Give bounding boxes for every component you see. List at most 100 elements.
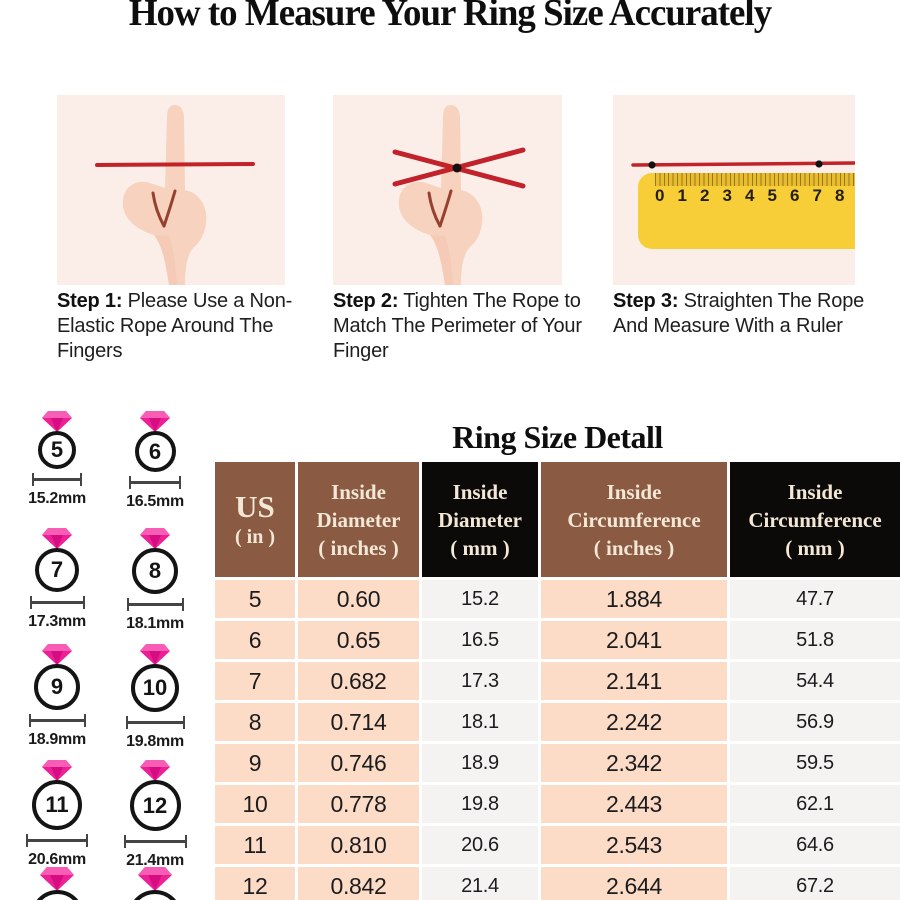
table-cell: 0.842 <box>298 867 419 900</box>
step2-text: Tighten The Rope to Match The Perimeter … <box>333 290 582 362</box>
hand-with-tightened-rope-icon <box>392 105 526 285</box>
ring-size-number: 12 <box>142 792 168 818</box>
table-cell: 21.4 <box>422 867 538 900</box>
ring-mm-label: 18.1mm <box>126 615 184 632</box>
step2-illustration-panel <box>333 95 562 285</box>
ring-figure: 5 15.2mm <box>7 410 107 508</box>
ring-figure-partial <box>105 866 205 900</box>
table-cell: 0.65 <box>298 621 419 659</box>
step1-label: Step 1: <box>57 290 123 312</box>
diamond-icon <box>42 644 72 665</box>
ruler-number: 7 <box>812 186 822 205</box>
table-cell: 6 <box>215 621 295 659</box>
ring-figure: 12 21.4mm <box>105 759 205 870</box>
column-header-inside-circumference-inches: Inside Circumference ( inches ) <box>541 462 727 577</box>
crossed-rope-icon <box>392 147 526 189</box>
ruler-number: 0 <box>655 186 665 205</box>
measure-bracket-icon <box>126 598 184 611</box>
ring-figure: 8 18.1mm <box>105 527 205 633</box>
table-cell: 20.6 <box>422 826 538 864</box>
table-cell: 5 <box>215 580 295 618</box>
ring-size-number: 9 <box>50 674 64 699</box>
ring-icon: 11 <box>32 780 82 830</box>
step1-text: Please Use a Non-Elastic Rope Around The… <box>57 290 293 362</box>
table-cell: 10 <box>215 785 295 823</box>
page-title: How to Measure Your Ring Size Accurately <box>128 0 772 34</box>
ring-mm-label: 16.5mm <box>126 493 184 510</box>
table-cell: 0.714 <box>298 703 419 741</box>
hand-pointing-icon <box>122 105 207 285</box>
table-cell: 11 <box>215 826 295 864</box>
table-cell: 0.810 <box>298 826 419 864</box>
ring-icon: 6 <box>134 431 176 472</box>
ring-size-number: 7 <box>50 557 64 582</box>
diamond-icon <box>140 644 170 665</box>
ring-figure: 6 16.5mm <box>105 410 205 511</box>
diamond-icon <box>42 528 72 549</box>
table-cell: 56.9 <box>730 703 900 741</box>
table-cell: 2.041 <box>541 621 727 659</box>
ruler-numbers: 0 1 2 3 4 5 6 7 8 9 <box>655 186 855 206</box>
rope-knot-dot-icon <box>452 163 462 173</box>
table-title: Ring Size Detall <box>452 419 663 455</box>
step3-caption: Step 3: Straighten The Rope And Measure … <box>613 289 881 339</box>
step3-illustration-panel: 0 1 2 3 4 5 6 7 8 9 <box>613 95 855 285</box>
table-cell: 2.543 <box>541 826 727 864</box>
table-cell: 7 <box>215 662 295 700</box>
diamond-icon <box>42 411 72 432</box>
table-cell: 2.644 <box>541 867 727 900</box>
ring-size-number: 11 <box>45 792 69 817</box>
ring-icon <box>128 890 182 900</box>
rope-line-icon <box>95 162 255 167</box>
table-cell: 59.5 <box>730 744 900 782</box>
table-cell: 2.342 <box>541 744 727 782</box>
ring-mm-label: 15.2mm <box>28 490 86 507</box>
ring-icon: 8 <box>132 548 178 594</box>
table-cell: 0.60 <box>298 580 419 618</box>
table-cell: 47.7 <box>730 580 900 618</box>
table-cell: 2.141 <box>541 662 727 700</box>
table-cell: 17.3 <box>422 662 538 700</box>
measure-bracket-icon <box>28 714 86 727</box>
table-cell: 8 <box>215 703 295 741</box>
ruler-number: 6 <box>790 186 800 205</box>
step1-illustration-panel <box>57 95 285 285</box>
ring-icon: 12 <box>129 780 181 831</box>
measure-bracket-icon <box>26 834 88 847</box>
ring-figure: 9 18.9mm <box>7 643 107 749</box>
ring-figure: 10 19.8mm <box>105 643 205 751</box>
ring-icon <box>30 890 84 900</box>
table-cell: 12 <box>215 867 295 900</box>
step3-text: Straighten The Rope And Measure With a R… <box>613 290 865 337</box>
ring-icon: 9 <box>34 664 80 710</box>
ring-figure-partial <box>7 866 107 900</box>
ruler-number: 3 <box>722 186 732 205</box>
step2-label: Step 2: <box>333 290 399 312</box>
table-cell: 62.1 <box>730 785 900 823</box>
table-cell: 16.5 <box>422 621 538 659</box>
ring-figure: 7 17.3mm <box>7 527 107 631</box>
table-cell: 0.746 <box>298 744 419 782</box>
table-cell: 64.6 <box>730 826 900 864</box>
ring-mm-label: 19.8mm <box>126 733 184 750</box>
ruler-number: 1 <box>677 186 687 205</box>
ruler-tick-marks <box>655 173 855 186</box>
ruler-number: 4 <box>745 186 755 205</box>
ruler-icon: 0 1 2 3 4 5 6 7 8 9 <box>638 173 855 249</box>
ring-size-number: 6 <box>148 438 162 464</box>
measure-bracket-icon <box>32 473 82 486</box>
table-cell: 54.4 <box>730 662 900 700</box>
table-cell: 67.2 <box>730 867 900 900</box>
table-cell: 2.443 <box>541 785 727 823</box>
step3-label: Step 3: <box>613 290 679 312</box>
diamond-icon <box>138 867 172 891</box>
diamond-icon <box>42 760 72 781</box>
ring-size-number: 8 <box>148 558 162 583</box>
measure-bracket-icon <box>129 476 181 489</box>
diamond-icon <box>140 411 170 432</box>
ruler-number: 5 <box>767 186 777 205</box>
ring-size-number: 5 <box>50 437 64 462</box>
table-cell: 0.682 <box>298 662 419 700</box>
diamond-icon <box>40 867 74 891</box>
